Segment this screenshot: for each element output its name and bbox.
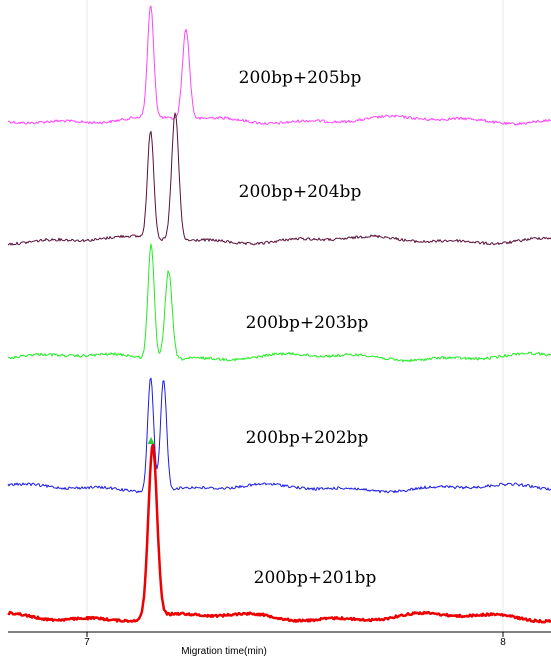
series-label-200bp-204bp: 200bp+204bp	[239, 182, 362, 202]
trace-200bp-203bp	[7, 243, 551, 363]
annotation-marks	[147, 437, 155, 444]
gridlines	[86, 0, 504, 632]
x-axis-title: Migration time(min)	[181, 646, 267, 657]
trace-200bp-204bp	[7, 112, 551, 246]
series-label-200bp-205bp: 200bp+205bp	[239, 68, 362, 88]
x-tick-label-8: 8	[500, 637, 506, 648]
series-label-200bp-203bp: 200bp+203bp	[246, 313, 369, 333]
series-label-200bp-202bp: 200bp+202bp	[246, 428, 369, 448]
series-labels: 200bp+205bp 200bp+204bp 200bp+203bp 200bp+2…	[239, 68, 377, 588]
traces	[7, 5, 551, 624]
peak-marker-triangle	[147, 437, 155, 444]
x-tick-label-7: 7	[84, 637, 90, 648]
trace-200bp-201bp	[7, 443, 551, 624]
series-label-200bp-201bp: 200bp+201bp	[254, 568, 377, 588]
trace-200bp-205bp	[7, 5, 551, 126]
trace-200bp-202bp	[7, 377, 551, 494]
